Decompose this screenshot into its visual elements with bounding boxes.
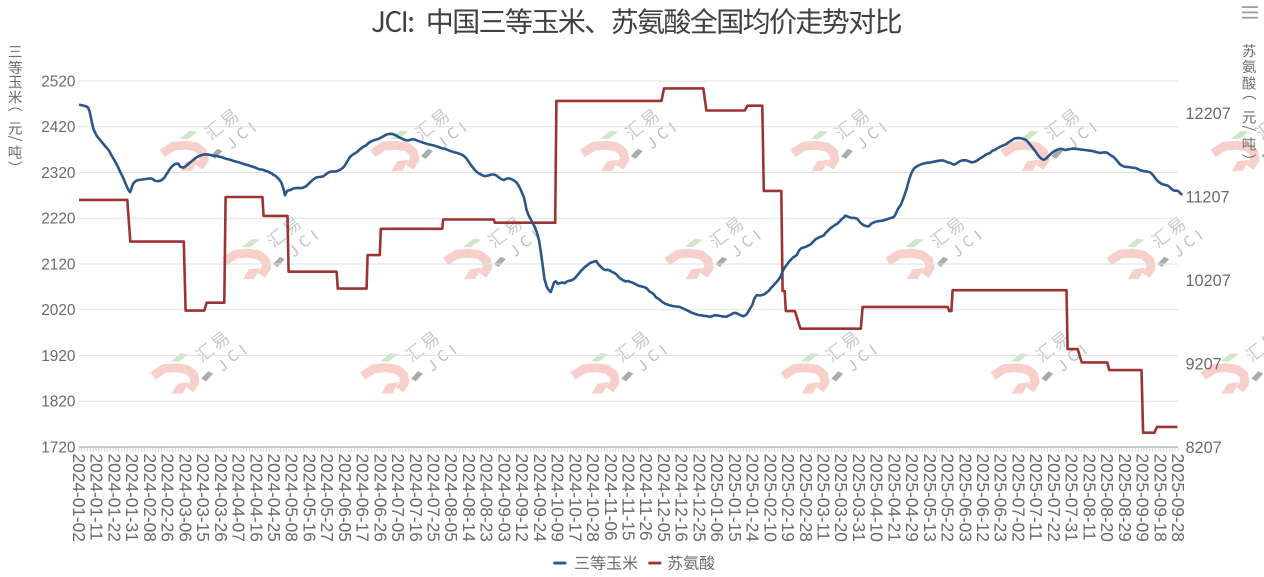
- svg-text:2024-09-03: 2024-09-03: [494, 454, 514, 542]
- svg-text:2024-07-25: 2024-07-25: [424, 454, 444, 542]
- svg-text:2025-07-02: 2025-07-02: [1008, 454, 1028, 542]
- svg-text:2024-05-16: 2024-05-16: [299, 454, 319, 542]
- svg-text:2024-05-08: 2024-05-08: [282, 454, 302, 542]
- svg-text:2024-05-27: 2024-05-27: [317, 454, 337, 542]
- svg-text:2024-12-05: 2024-12-05: [654, 454, 674, 542]
- svg-text:2025-04-29: 2025-04-29: [902, 454, 922, 542]
- svg-text:2025-02-28: 2025-02-28: [796, 454, 816, 542]
- svg-text:9207: 9207: [1186, 355, 1222, 373]
- svg-text:2120: 2120: [41, 256, 75, 273]
- svg-text:2024-08-14: 2024-08-14: [459, 454, 479, 543]
- svg-text:2024-01-22: 2024-01-22: [104, 454, 124, 542]
- svg-text:2025-09-09: 2025-09-09: [1133, 454, 1153, 542]
- svg-text:2025-08-20: 2025-08-20: [1097, 454, 1117, 542]
- svg-text:2024-12-16: 2024-12-16: [672, 454, 692, 542]
- svg-text:2025-07-31: 2025-07-31: [1062, 454, 1082, 542]
- svg-text:2020: 2020: [41, 302, 75, 319]
- svg-text:2024-10-17: 2024-10-17: [565, 454, 585, 542]
- svg-text:8207: 8207: [1186, 439, 1222, 457]
- svg-text:2220: 2220: [41, 211, 75, 228]
- svg-text:2025-09-18: 2025-09-18: [1150, 454, 1170, 542]
- svg-text:2024-11-15: 2024-11-15: [619, 454, 639, 541]
- svg-text:2024-03-15: 2024-03-15: [193, 454, 213, 542]
- svg-text:2025-06-03: 2025-06-03: [955, 454, 975, 542]
- svg-text:2024-06-17: 2024-06-17: [353, 454, 373, 542]
- svg-text:2024-12-25: 2024-12-25: [689, 454, 709, 542]
- svg-text:2025-08-29: 2025-08-29: [1115, 454, 1135, 542]
- svg-text:2025-01-24: 2025-01-24: [743, 454, 763, 543]
- svg-text:2025-06-12: 2025-06-12: [973, 454, 993, 542]
- svg-text:2025-02-10: 2025-02-10: [760, 454, 780, 542]
- svg-text:2024-09-12: 2024-09-12: [512, 454, 532, 542]
- svg-text:2025-01-06: 2025-01-06: [707, 454, 727, 542]
- svg-text:2025-05-13: 2025-05-13: [920, 454, 940, 542]
- svg-text:2024-04-25: 2024-04-25: [264, 454, 284, 542]
- svg-text:2420: 2420: [41, 119, 75, 136]
- svg-text:2520: 2520: [41, 73, 75, 90]
- svg-text:2024-08-05: 2024-08-05: [441, 454, 461, 542]
- svg-text:1920: 1920: [41, 348, 75, 365]
- svg-text:2024-07-16: 2024-07-16: [406, 454, 426, 542]
- svg-text:2025-07-22: 2025-07-22: [1044, 454, 1064, 542]
- svg-text:2025-02-19: 2025-02-19: [778, 454, 798, 542]
- svg-text:2024-10-09: 2024-10-09: [548, 454, 568, 542]
- svg-text:11207: 11207: [1186, 188, 1230, 206]
- svg-text:2024-11-26: 2024-11-26: [636, 454, 656, 541]
- svg-text:1720: 1720: [41, 439, 75, 456]
- svg-text:2024-08-23: 2024-08-23: [477, 454, 497, 542]
- svg-text:2024-06-05: 2024-06-05: [335, 454, 355, 542]
- svg-text:2025-04-21: 2025-04-21: [884, 454, 904, 542]
- svg-text:2024-01-11: 2024-01-11: [87, 454, 107, 541]
- svg-text:2024-01-31: 2024-01-31: [122, 454, 142, 542]
- svg-text:2024-06-26: 2024-06-26: [370, 454, 390, 542]
- svg-text:2320: 2320: [41, 165, 75, 182]
- svg-text:2024-03-06: 2024-03-06: [175, 454, 195, 542]
- svg-text:2025-06-23: 2025-06-23: [991, 454, 1011, 542]
- svg-text:2025-07-11: 2025-07-11: [1026, 454, 1046, 541]
- svg-text:2025-08-11: 2025-08-11: [1079, 454, 1099, 541]
- svg-text:2025-09-28: 2025-09-28: [1168, 454, 1188, 542]
- svg-text:10207: 10207: [1186, 272, 1231, 290]
- svg-text:2024-02-08: 2024-02-08: [140, 454, 160, 542]
- svg-text:2025-03-11: 2025-03-11: [813, 454, 833, 541]
- svg-text:2024-11-06: 2024-11-06: [601, 454, 621, 541]
- svg-text:12207: 12207: [1186, 105, 1231, 123]
- svg-text:2025-01-15: 2025-01-15: [725, 454, 745, 542]
- svg-text:2025-03-20: 2025-03-20: [831, 454, 851, 542]
- svg-text:2024-09-24: 2024-09-24: [530, 454, 550, 543]
- svg-text:2025-04-10: 2025-04-10: [867, 454, 887, 542]
- svg-text:1820: 1820: [41, 394, 75, 411]
- svg-text:2025-05-22: 2025-05-22: [938, 454, 958, 542]
- svg-text:2024-02-26: 2024-02-26: [158, 454, 178, 542]
- svg-text:2024-07-05: 2024-07-05: [388, 454, 408, 542]
- svg-text:2024-04-07: 2024-04-07: [229, 454, 249, 542]
- svg-text:2024-01-02: 2024-01-02: [69, 454, 89, 542]
- svg-text:2024-10-28: 2024-10-28: [583, 454, 603, 542]
- svg-text:2024-04-16: 2024-04-16: [246, 454, 266, 542]
- svg-text:2024-03-26: 2024-03-26: [211, 454, 231, 542]
- svg-text:2025-03-31: 2025-03-31: [849, 454, 869, 542]
